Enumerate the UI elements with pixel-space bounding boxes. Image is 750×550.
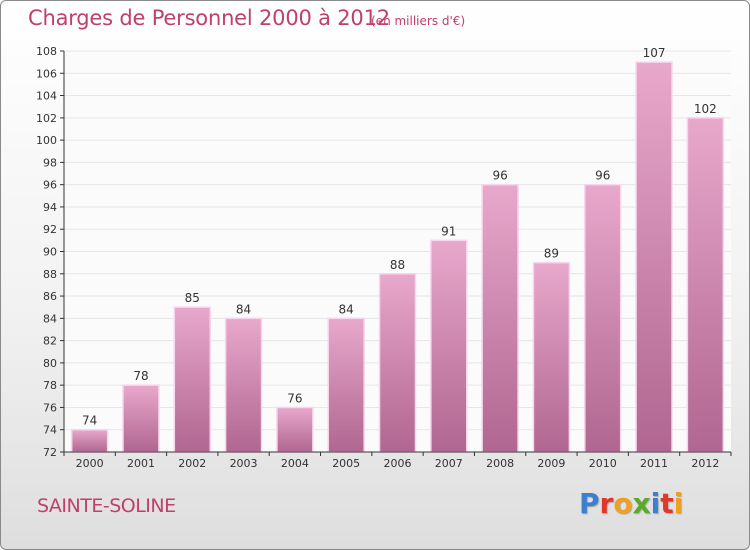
y-tick-label: 100 [36, 134, 57, 147]
data-label-2002: 85 [185, 291, 200, 305]
x-tick-label-2000: 2000 [76, 457, 104, 470]
bar-2007 [430, 239, 468, 453]
proxiti-logo[interactable]: Proxiti [579, 487, 683, 520]
bar-2009 [532, 261, 571, 453]
x-tick-label-2009: 2009 [537, 457, 565, 470]
logo-letter: i [650, 487, 661, 520]
data-label-2011: 107 [643, 46, 666, 60]
bar-2011 [635, 61, 673, 453]
x-tick-label-2008: 2008 [486, 457, 514, 470]
data-label-2010: 96 [595, 169, 610, 183]
y-tick-label: 84 [43, 312, 57, 325]
y-tick-label: 108 [36, 45, 57, 58]
data-labels: 74 78 85 84 76 84 88 91 96 89 96 107 102 [82, 46, 717, 428]
data-label-2007: 91 [441, 224, 456, 238]
bar-2005 [327, 317, 365, 453]
y-tick-label: 104 [36, 90, 57, 103]
logo-letter: o [613, 487, 633, 520]
y-tick-label: 74 [43, 424, 57, 437]
data-label-2008: 96 [492, 169, 507, 183]
x-tick-label-2010: 2010 [589, 457, 617, 470]
bar-2001 [122, 384, 160, 453]
logo-letter: x [632, 487, 651, 520]
x-axis: 2000 2001 2002 2003 2004 2005 2006 2007 2008 2009… [63, 452, 732, 470]
bar-2008 [481, 183, 519, 453]
logo-letter: i [673, 487, 684, 520]
y-tick-label: 82 [43, 335, 57, 348]
bar-2010 [584, 183, 622, 453]
y-tick-label: 92 [43, 223, 57, 236]
y-tick-label: 96 [43, 179, 57, 192]
logo-letter: P [579, 487, 600, 520]
bar-2000 [70, 428, 109, 453]
y-tick-label: 90 [43, 246, 57, 259]
x-tick-label-2001: 2001 [127, 457, 155, 470]
y-tick-label: 86 [43, 290, 57, 303]
x-tick-label-2002: 2002 [178, 457, 206, 470]
bar-2003 [224, 317, 263, 453]
y-tick-label: 102 [36, 112, 57, 125]
data-label-2001: 78 [133, 369, 148, 383]
bar-2004 [276, 406, 314, 453]
logo-letter: r [599, 487, 614, 520]
y-tick-label: 78 [43, 379, 57, 392]
bar-2012 [686, 117, 725, 453]
chart-title: Charges de Personnel 2000 à 2012 [28, 6, 390, 30]
data-label-2006: 88 [390, 258, 405, 272]
x-tick-label-2007: 2007 [435, 457, 463, 470]
y-tick-label: 72 [43, 446, 57, 459]
x-tick-label-2012: 2012 [691, 457, 719, 470]
y-tick-label: 98 [43, 156, 57, 169]
logo-letter: t [660, 487, 674, 520]
y-tick-label: 94 [43, 201, 57, 214]
commune-name: SAINTE-SOLINE [37, 495, 176, 517]
y-tick-label: 88 [43, 268, 57, 281]
x-tick-label-2006: 2006 [384, 457, 412, 470]
y-axis: 72 74 76 78 80 82 84 86 88 90 92 94 96 98 100 102 104 106… [36, 45, 64, 459]
bar-2002 [173, 306, 211, 453]
data-label-2004: 76 [287, 391, 302, 405]
data-label-2000: 74 [82, 414, 97, 428]
data-label-2012: 102 [694, 102, 717, 116]
x-tick-label-2005: 2005 [332, 457, 360, 470]
y-tick-label: 80 [43, 357, 57, 370]
bar-2006 [378, 273, 417, 453]
y-tick-label: 106 [36, 67, 57, 80]
chart-subtitle: (en milliers d'€) [371, 14, 466, 28]
data-label-2005: 84 [339, 302, 354, 316]
data-label-2009: 89 [544, 247, 559, 261]
x-tick-label-2011: 2011 [640, 457, 668, 470]
data-label-2003: 84 [236, 302, 251, 316]
x-tick-label-2004: 2004 [281, 457, 309, 470]
x-tick-label-2003: 2003 [230, 457, 258, 470]
y-tick-label: 76 [43, 401, 57, 414]
